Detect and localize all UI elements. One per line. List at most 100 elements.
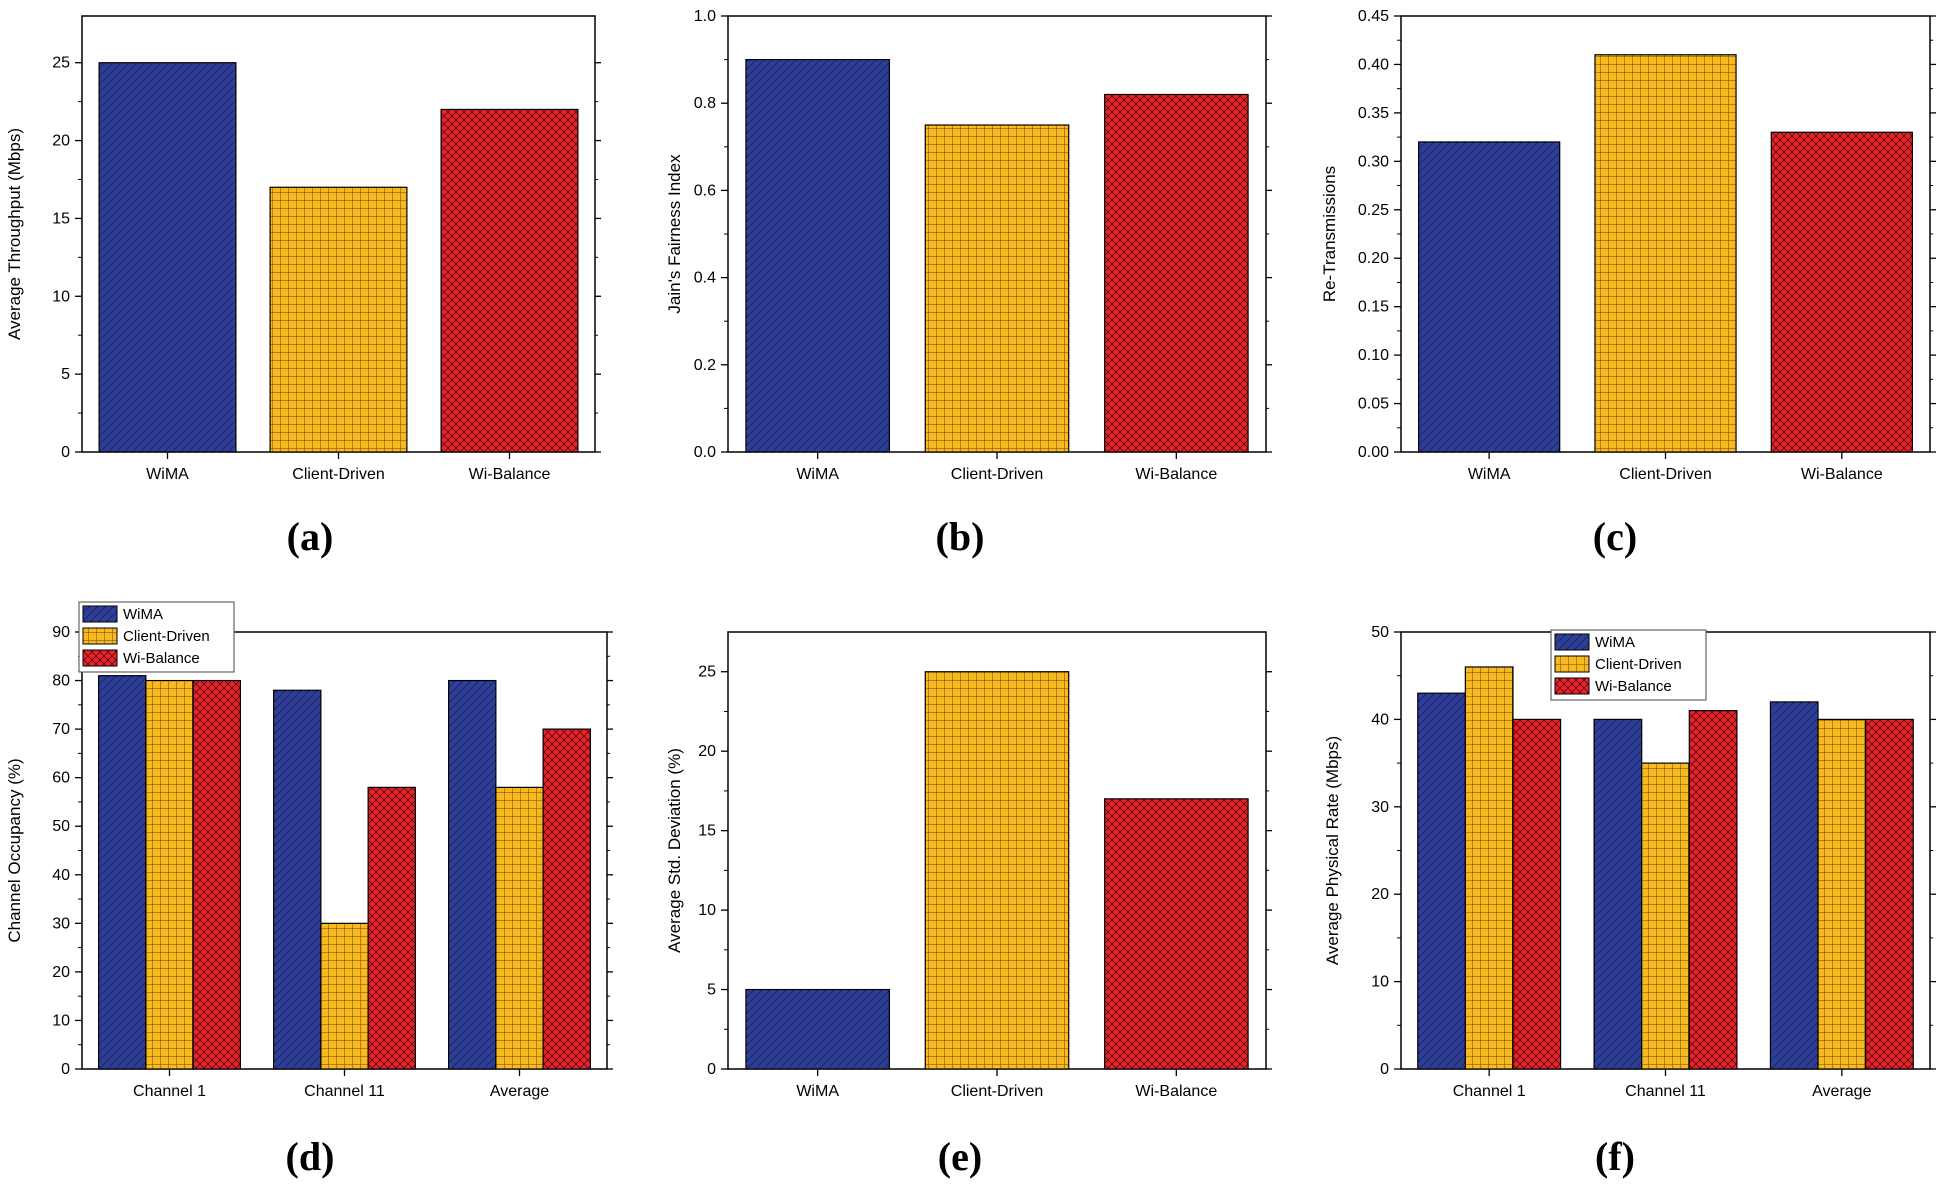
bar-wi-balance <box>1865 718 1914 1070</box>
bar-wima <box>1593 718 1643 1070</box>
panel-c: 0.00 0.05 0.10 0.15 0.20 0.25 0.30 0.35 0.40 0.45… <box>1320 8 1936 559</box>
y-tick-label: 25 <box>52 55 70 72</box>
x-tick-label: Wi-Balance <box>1801 466 1883 483</box>
legend-swatch <box>82 627 118 645</box>
y-tick-label: 80 <box>52 673 70 690</box>
legend: WiMA Client-Driven Wi-Balance <box>78 601 235 673</box>
x-tick-label: Channel 11 <box>304 1083 385 1100</box>
y-axis-label: Average Throughput (Mbps) <box>5 128 24 340</box>
bar-wima <box>745 58 891 453</box>
y-tick-label: 0.40 <box>1358 56 1389 73</box>
y-tick-label: 20 <box>698 743 716 760</box>
y-tick-label: 0.20 <box>1358 250 1389 267</box>
y-tick-label: 0.10 <box>1358 347 1389 364</box>
bar-wi-balance <box>1512 718 1562 1070</box>
y-tick-label: 0.25 <box>1358 202 1389 219</box>
y-tick-label: 0 <box>61 444 70 461</box>
legend-swatch <box>82 649 118 667</box>
bar-client-driven <box>145 679 194 1070</box>
y-tick-label: 0.45 <box>1358 8 1389 25</box>
x-tick-label: Client-Driven <box>292 466 384 483</box>
y-tick-label: 1.0 <box>694 8 716 25</box>
y-tick-label: 10 <box>52 288 70 305</box>
bar-client-driven <box>1641 762 1690 1070</box>
y-tick-label: 10 <box>698 902 716 919</box>
x-tick-label: Average <box>490 1083 549 1100</box>
y-tick-label: 0.2 <box>694 357 716 374</box>
y-tick-label: 30 <box>1371 799 1389 816</box>
bar-wima <box>1418 141 1561 453</box>
legend-label: WiMA <box>123 606 163 623</box>
bar-client-driven <box>1594 54 1737 453</box>
legend-label: WiMA <box>1595 634 1635 651</box>
x-tick-label: WiMA <box>796 466 839 483</box>
y-tick-label: 60 <box>52 770 70 787</box>
x-tick-label: Client-Driven <box>1619 466 1711 483</box>
bar-wi-balance <box>542 728 591 1070</box>
panel-caption: (d) <box>286 1134 335 1179</box>
bar-wi-balance <box>1103 798 1249 1070</box>
bar-wi-balance <box>440 108 579 453</box>
panel-caption: (c) <box>1593 514 1637 559</box>
x-tick-label: Average <box>1812 1083 1871 1100</box>
x-tick-label: WiMA <box>1468 466 1511 483</box>
bar-wi-balance <box>192 679 241 1070</box>
legend-swatch <box>1554 655 1590 673</box>
panel-caption: (a) <box>287 514 334 559</box>
y-tick-label: 10 <box>1371 974 1389 991</box>
bar-wima <box>1769 701 1819 1070</box>
y-tick-label: 25 <box>698 664 716 681</box>
y-tick-label: 5 <box>61 366 70 383</box>
legend-label: Wi-Balance <box>123 650 200 667</box>
panel-e: 0 5 10 15 20 25 Average Std. Deviation (%) WiMA… <box>665 631 1272 1179</box>
legend-swatch <box>82 605 118 623</box>
bar-wima <box>273 689 322 1070</box>
panel-b: 0.0 0.2 0.4 0.6 0.8 1.0 Jain's Fairness Index W… <box>665 8 1272 559</box>
y-tick-label: 0.05 <box>1358 396 1389 413</box>
bar-wi-balance <box>1688 710 1738 1070</box>
bar-client-driven <box>269 186 408 453</box>
y-tick-label: 0 <box>1380 1061 1389 1078</box>
bar-client-driven <box>320 922 369 1070</box>
y-tick-label: 0.0 <box>694 444 716 461</box>
bar-wima <box>448 679 497 1070</box>
bar-client-driven <box>924 124 1070 453</box>
y-tick-label: 0.6 <box>694 182 716 199</box>
legend: WiMA Client-Driven Wi-Balance <box>1550 629 1707 701</box>
y-tick-label: 15 <box>52 210 70 227</box>
x-tick-label: WiMA <box>796 1083 839 1100</box>
y-tick-label: 5 <box>707 982 716 999</box>
y-tick-label: 40 <box>1371 711 1389 728</box>
y-axis-label: Channel Occupancy (%) <box>5 758 24 942</box>
x-tick-label: Client-Driven <box>951 1083 1043 1100</box>
panel-a: 0 5 10 15 20 25 Average Throughput (Mbps) WiMA C… <box>5 15 601 559</box>
y-tick-label: 20 <box>52 133 70 150</box>
y-tick-label: 0.35 <box>1358 105 1389 122</box>
y-tick-label: 70 <box>52 721 70 738</box>
x-tick-label: Channel 1 <box>133 1083 206 1100</box>
x-tick-label: Channel 11 <box>1625 1083 1706 1100</box>
x-tick-label: WiMA <box>146 466 189 483</box>
y-tick-label: 50 <box>1371 624 1389 641</box>
y-axis-label: Jain's Fairness Index <box>665 154 684 314</box>
x-tick-label: Wi-Balance <box>469 466 551 483</box>
y-tick-label: 20 <box>1371 886 1389 903</box>
bar-client-driven <box>924 671 1070 1070</box>
x-tick-label: Wi-Balance <box>1135 1083 1217 1100</box>
legend-label: Client-Driven <box>1595 656 1682 673</box>
bar-wi-balance <box>1770 131 1913 453</box>
bar-wima <box>745 988 891 1070</box>
legend-swatch <box>1554 677 1590 695</box>
y-tick-label: 90 <box>52 624 70 641</box>
x-tick-label: Client-Driven <box>951 466 1043 483</box>
bar-wima <box>98 62 237 453</box>
y-tick-label: 0.8 <box>694 95 716 112</box>
bar-wima <box>98 675 147 1070</box>
y-axis-label: Average Std. Deviation (%) <box>665 748 684 953</box>
bar-wima <box>1417 692 1466 1070</box>
y-tick-label: 10 <box>52 1012 70 1029</box>
bar-wi-balance <box>367 786 416 1070</box>
x-tick-label: Wi-Balance <box>1135 466 1217 483</box>
bar-client-driven <box>1817 718 1867 1070</box>
